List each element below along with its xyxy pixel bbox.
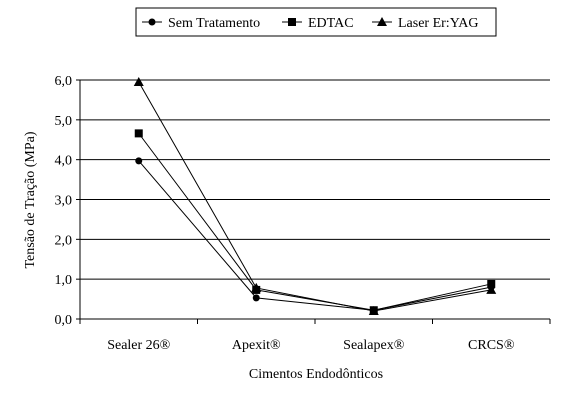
x-tick-label: Apexit®	[232, 338, 281, 353]
series-triangle	[133, 76, 497, 316]
data-point	[134, 129, 143, 138]
x-tick-label: CRCS®	[468, 338, 515, 353]
y-tick-label: 4,0	[55, 154, 73, 169]
series-line	[138, 81, 492, 312]
y-axis-title: Tensão de Tração (MPa)	[23, 131, 38, 268]
x-tick-label: Sealapex®	[343, 338, 405, 353]
y-tick-label: 0,0	[55, 313, 73, 328]
legend-label: EDTAC	[308, 16, 354, 31]
y-tick-label: 3,0	[55, 194, 73, 209]
axes: 0,0 1,0 2,0 3,0 4,0 5,0 6,0 Sealer 26® Apexit® Se…	[55, 74, 551, 353]
legend-item: Laser Er:YAG	[372, 16, 478, 31]
data-point	[251, 282, 262, 292]
series-line	[138, 160, 492, 311]
y-tick-label: 6,0	[55, 74, 73, 89]
data-point	[486, 284, 497, 294]
data-point	[252, 294, 260, 302]
x-axis-title: Cimentos Endodônticos	[249, 367, 383, 382]
legend-item: EDTAC	[282, 16, 354, 31]
legend-marker	[288, 18, 296, 26]
series-square	[134, 129, 496, 315]
legend-label: Sem Tratamento	[168, 16, 260, 31]
legend-frame	[135, 7, 497, 37]
legend-marker	[148, 18, 156, 26]
data-point	[135, 157, 143, 165]
data-point	[487, 279, 496, 288]
series-layer	[133, 76, 497, 316]
y-tick-label: 2,0	[55, 233, 73, 248]
legend-item: Sem Tratamento	[142, 16, 260, 31]
legend: Sem Tratamento EDTAC Laser Er:YAG	[135, 7, 497, 37]
series-circle	[135, 157, 495, 314]
series-line	[138, 133, 492, 311]
y-tick-label: 1,0	[55, 273, 73, 288]
y-tick-label: 5,0	[55, 114, 73, 129]
legend-label: Laser Er:YAG	[398, 16, 478, 31]
data-point	[133, 76, 144, 86]
grid	[80, 79, 550, 280]
legend-marker	[377, 17, 387, 26]
x-tick-label: Sealer 26®	[107, 338, 170, 353]
data-point	[368, 306, 379, 316]
